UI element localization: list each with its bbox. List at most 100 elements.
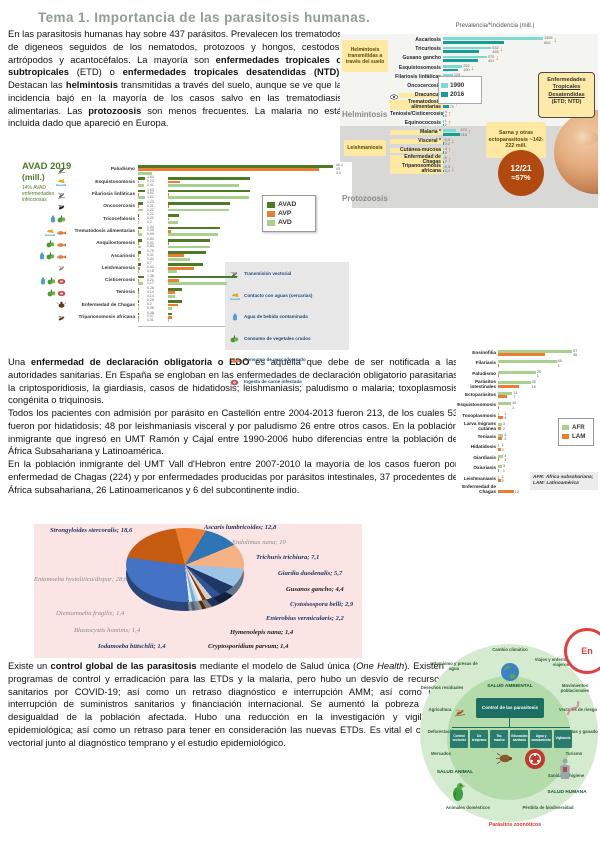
bar-2016 [443,68,458,72]
category-label: Paludismo [472,370,496,376]
prevalence-row: Tricuriosis 632 465 ↓ [390,45,503,54]
bar-avd [138,270,139,273]
trend-down-arrow: ↓ [470,64,475,72]
zoom-bar-avd [168,220,178,224]
transmission-icons [20,235,66,253]
vegetables-icon [47,284,56,302]
scabies-note: Sarna y otras ectoparasitosis ~142-222 m… [486,122,546,158]
legend-item: 1990 [441,82,479,89]
legend-label: AFR [572,424,585,431]
text-segment: enfermedades tropicales o subtropicales [8,53,342,78]
bar-pair [443,111,444,118]
category-label: Tripanosomosis africana [78,315,135,321]
pie-top-face [126,528,244,602]
control-measure-box: Agua y saneamiento [530,730,552,748]
bar-2016 [443,41,505,44]
zoom-bar-avd [168,196,249,200]
admission-row: Esquistosomosis 10 1 [456,401,600,411]
bar-1990 [443,120,444,123]
zoom-bars [168,214,179,224]
category-label: Enfermedad de Chagas [462,483,496,494]
category-label: Enfermedad de Chagas [390,154,443,166]
bar-avp [138,242,139,245]
bar-lam [498,405,500,409]
bar-avd [138,257,140,261]
bar-values: 11 7 [513,390,518,399]
bar-lam [498,437,502,441]
trend-up-arrow: ↑ [454,101,459,109]
zoom-bar-avd [168,257,190,261]
bar-pair [498,370,536,378]
meat-icon [57,272,66,290]
category-label: Leishmaniasis [463,475,496,481]
chart-subtitle: (mill.) [22,172,45,183]
legend-label: LAM [572,433,586,440]
bar-avp [138,315,139,319]
bar-group: 0,7 0,52 0,18 [138,262,352,274]
paragraph-vall-hebron: En la población inmigrante del UMT Vall … [8,458,458,496]
category-label: Parásitos intestinales [470,378,496,389]
bar-avd [138,208,144,212]
trend-up-arrow: ↑ [447,119,452,127]
icon-legend-label: Contacto con aguas (cercarias) [244,292,313,298]
eye-icon [390,87,398,105]
category-label: Teniasis [477,433,496,439]
ntd-box-line: Tropicales [552,84,581,91]
category-label: Esquistosomosis [457,402,496,408]
text-segment: En las parasitosis humanas hay sobre 437… [8,28,342,65]
bar-avd [138,196,145,200]
connector-line [452,727,570,728]
ring-factor-label: Animales domésticos [445,805,491,810]
bar-avad [138,214,139,217]
pie-slice-label: Endolimax nana; 10 [232,539,286,546]
bar-1990 [443,138,444,142]
avad-row: Leishmaniosis 0,7 0,52 0,18 [20,262,352,274]
zoom-bar-avp [168,217,169,221]
prevalence-row: Equinococosis 1 2 ↑ [390,119,452,128]
category-label: Malaria * [390,129,443,136]
center-control-box: Control de las parasitosis [476,698,544,718]
bar-values: 1,23 0,01 1,22 [147,199,154,212]
transmission-icons [20,223,66,241]
zoom-bar-avd [168,270,177,273]
bar-pair [443,157,444,164]
bar-lam [498,353,545,357]
fish-icon [228,351,241,369]
water-jug-icon [50,210,56,228]
zoom-bar-avad [168,275,237,279]
bar-avad [138,275,144,279]
bar-values: 1,38 0,21 1,17 [147,273,154,286]
bar-group: 1,04 0,05 0,99 [138,225,352,238]
admission-row: Leishmaniasis 1 2 [456,474,600,484]
category-label: Visceral * [390,139,443,145]
scale-bars [138,300,140,310]
water-jug-icon [39,247,45,265]
vegetables-icon [228,330,241,348]
scale-bars [138,165,333,175]
avad-row: Filariosis linfáticas 1,63 0,02 1,61 [20,188,352,201]
fish-icon [56,247,66,265]
bar-pair [498,486,514,493]
text-segment: ). Existen programas de control y erradi… [8,660,444,748]
abbreviation-note: AFR: África subsahariana; LAM: Latinoamé… [530,472,598,491]
bar-afr [498,349,573,353]
prevalence-etd-chart: Prevalencia/*Incidencia (mill.) Ascarios… [340,22,598,208]
bar-avad [138,312,139,316]
transmission-icons [20,309,66,327]
zoom-bar-avp [168,229,171,233]
legend-label: AVAD [278,201,297,208]
bar-afr [498,360,557,364]
scale-bars [138,226,143,237]
category-label: Teniosis [115,290,135,296]
bar-1990 [443,37,543,40]
icon-legend-item: Consumo de pescado crudo [228,351,346,369]
ntd-callout-box: Enfermedades Tropicales Desatendidas (ETD; … [538,72,595,118]
bar-1990 [443,111,444,114]
bar-group: 1,64 0,23 1,41 [138,175,352,188]
zoom-bar-avd [168,307,172,310]
zoom-bars [168,300,182,310]
bar-1990 [443,46,492,50]
bar-2016 [443,50,479,53]
pie-slice-label: Giardia duodenalis; 5,7 [278,570,343,577]
legend-swatch [267,219,275,226]
